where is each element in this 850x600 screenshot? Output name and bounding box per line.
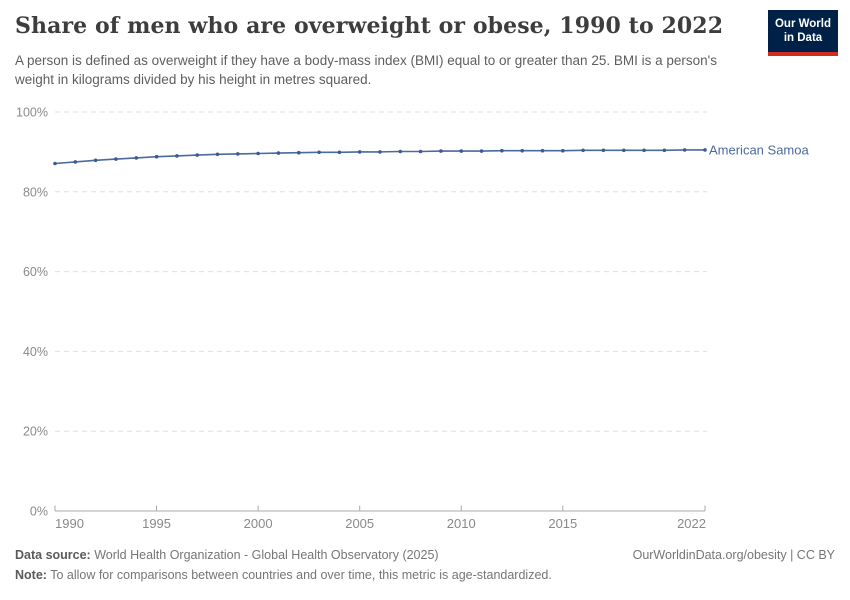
owid-logo-red-bar xyxy=(768,51,838,56)
data-point[interactable] xyxy=(154,154,159,159)
x-tick-label: 2000 xyxy=(244,516,273,531)
x-tick-label: 2022 xyxy=(677,516,706,531)
data-point[interactable] xyxy=(276,151,281,155)
x-tick-label: 2015 xyxy=(548,516,577,531)
data-point[interactable] xyxy=(540,148,545,153)
series-entity-label[interactable]: American Samoa xyxy=(709,142,809,157)
data-point[interactable] xyxy=(215,152,220,157)
data-point[interactable] xyxy=(662,148,667,153)
data-point[interactable] xyxy=(500,148,504,153)
data-point[interactable] xyxy=(439,149,443,153)
data-point[interactable] xyxy=(317,150,321,155)
data-point[interactable] xyxy=(93,158,98,163)
data-point[interactable] xyxy=(398,149,403,154)
y-tick-label: 0% xyxy=(30,505,48,519)
x-tick-label: 2010 xyxy=(447,516,476,531)
owid-logo-line2: in Data xyxy=(783,32,823,45)
data-point[interactable] xyxy=(622,148,626,153)
data-point[interactable] xyxy=(195,153,199,157)
y-tick-label: 80% xyxy=(23,185,48,199)
y-tick-label: 100% xyxy=(16,106,48,120)
data-point[interactable] xyxy=(53,161,57,166)
data-source-line: Data source: World Health Organization -… xyxy=(15,548,439,562)
data-point[interactable] xyxy=(561,148,565,153)
line-chart[interactable]: 0% 20% 40% 60% 80% 100% 1990 1995 2000 2005 2010 20… xyxy=(0,0,850,545)
data-point[interactable] xyxy=(418,149,423,154)
data-point[interactable] xyxy=(642,148,646,153)
y-tick-label: 40% xyxy=(23,345,48,359)
chart-subtitle: A person is defined as overweight if the… xyxy=(15,53,717,87)
note-text: To allow for comparisons between countri… xyxy=(46,568,552,582)
data-source-label: Data source: xyxy=(15,548,91,562)
y-tick-label: 60% xyxy=(23,265,48,279)
data-point[interactable] xyxy=(175,154,179,158)
x-tick-label: 1995 xyxy=(142,516,171,531)
x-tick-label: 2005 xyxy=(345,516,374,531)
data-point[interactable] xyxy=(601,148,606,153)
data-point[interactable] xyxy=(682,148,687,152)
note-line: Note: To allow for comparisons between c… xyxy=(15,568,552,582)
data-point[interactable] xyxy=(114,157,118,161)
owid-logo-line1: Our World xyxy=(774,18,831,30)
note-label: Note: xyxy=(15,568,47,582)
data-point[interactable] xyxy=(236,152,240,156)
data-point[interactable] xyxy=(378,150,382,154)
data-point[interactable] xyxy=(134,156,139,160)
page-title: Share of men who are overweight or obese… xyxy=(15,13,724,39)
y-tick-label: 20% xyxy=(23,425,48,439)
x-tick-label: 1990 xyxy=(55,516,84,531)
cc-by-link[interactable]: OurWorldinData.org/obesity | CC BY xyxy=(632,548,835,562)
data-point[interactable] xyxy=(520,148,524,153)
owid-logo[interactable]: Our World in Data xyxy=(768,10,838,56)
data-point[interactable] xyxy=(357,150,362,154)
data-point[interactable] xyxy=(337,150,342,155)
data-point[interactable] xyxy=(297,150,301,155)
data-point[interactable] xyxy=(73,160,78,164)
data-point[interactable] xyxy=(459,149,464,153)
data-point[interactable] xyxy=(703,148,707,152)
owid-logo-text: Our World in Data xyxy=(768,10,838,52)
data-source-text: World Health Organization - Global Healt… xyxy=(90,548,439,562)
data-point[interactable] xyxy=(581,148,585,153)
data-point[interactable] xyxy=(256,151,260,156)
data-point[interactable] xyxy=(479,149,484,153)
